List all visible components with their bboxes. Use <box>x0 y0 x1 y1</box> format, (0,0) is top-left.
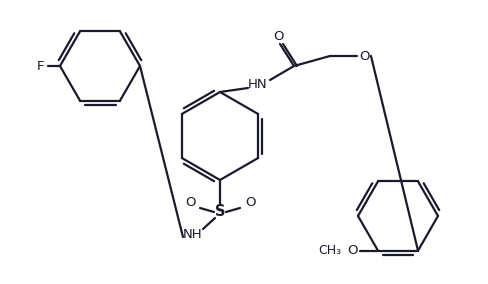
Text: O: O <box>346 244 357 257</box>
Text: O: O <box>244 195 255 208</box>
Text: O: O <box>184 195 195 208</box>
Text: CH₃: CH₃ <box>318 244 341 257</box>
Text: HN: HN <box>248 78 267 91</box>
Text: NH: NH <box>183 229 203 241</box>
Text: S: S <box>214 204 225 220</box>
Text: O: O <box>272 30 283 43</box>
Text: F: F <box>36 60 43 72</box>
Text: O: O <box>358 49 368 62</box>
